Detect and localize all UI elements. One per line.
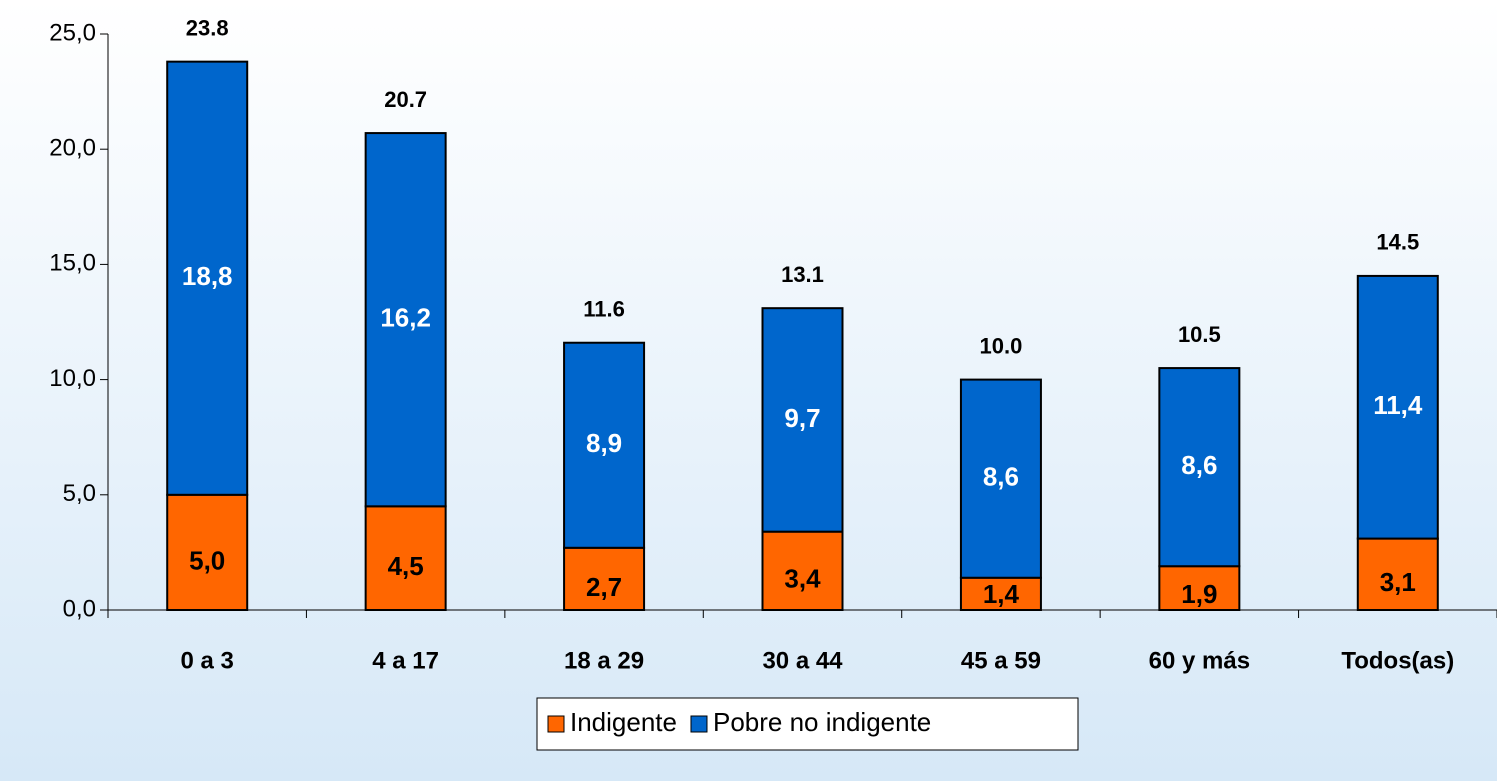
x-tick-label: 60 y más [1149,647,1250,674]
y-tick-label: 20,0 [49,135,96,162]
x-tick-label: Todos(as) [1341,647,1454,674]
x-tick-label: 30 a 44 [762,647,843,674]
value-label: 9,7 [784,403,820,433]
value-label: 1,9 [1181,579,1217,609]
y-tick-label: 10,0 [49,365,96,392]
bar-segment [1158,565,1241,611]
value-label: 3,4 [784,564,821,594]
value-label: 8,6 [983,462,1019,492]
legend-label: Pobre no indigente [713,707,931,737]
total-label: 10.5 [1178,322,1221,347]
bar-segment [1158,367,1241,568]
value-label: 18,8 [182,261,233,291]
legend-swatch [547,715,565,733]
value-label: 16,2 [380,303,431,333]
bar-segment [166,60,249,496]
bar-segment [959,378,1042,579]
value-label: 8,6 [1181,450,1217,480]
x-tick-label: 0 a 3 [181,647,234,674]
y-tick-label: 5,0 [63,480,96,507]
bar-segment [563,546,646,611]
legend-box [536,697,1079,751]
x-tick-label: 4 a 17 [372,647,439,674]
legend-label: Indigente [570,707,677,737]
x-tick-label: 45 a 59 [961,647,1041,674]
bar-segment [364,132,447,508]
value-label: 11,4 [1373,390,1423,420]
y-tick-label: 15,0 [49,250,96,277]
y-tick-label: 25,0 [49,19,96,46]
total-label: 10.0 [980,333,1023,358]
value-label: 5,0 [189,545,225,575]
bar-segment [761,307,844,533]
total-label: 11.6 [583,297,625,322]
total-label: 20.7 [384,87,427,112]
value-label: 3,1 [1380,567,1416,597]
value-label: 8,9 [586,428,622,458]
total-label: 13.1 [781,262,824,287]
bar-segment [1356,537,1439,611]
x-tick-label: 18 a 29 [564,647,644,674]
bar-segment [563,341,646,549]
value-label: 4,5 [388,551,424,581]
total-label: 14.5 [1376,230,1419,255]
total-label: 23.8 [186,15,229,40]
bar-segment [761,530,844,611]
value-label: 2,7 [586,572,622,602]
y-tick-label: 0,0 [63,595,96,622]
bar-segment [1356,274,1439,540]
legend-swatch [690,715,708,733]
value-label: 1,4 [983,579,1020,609]
